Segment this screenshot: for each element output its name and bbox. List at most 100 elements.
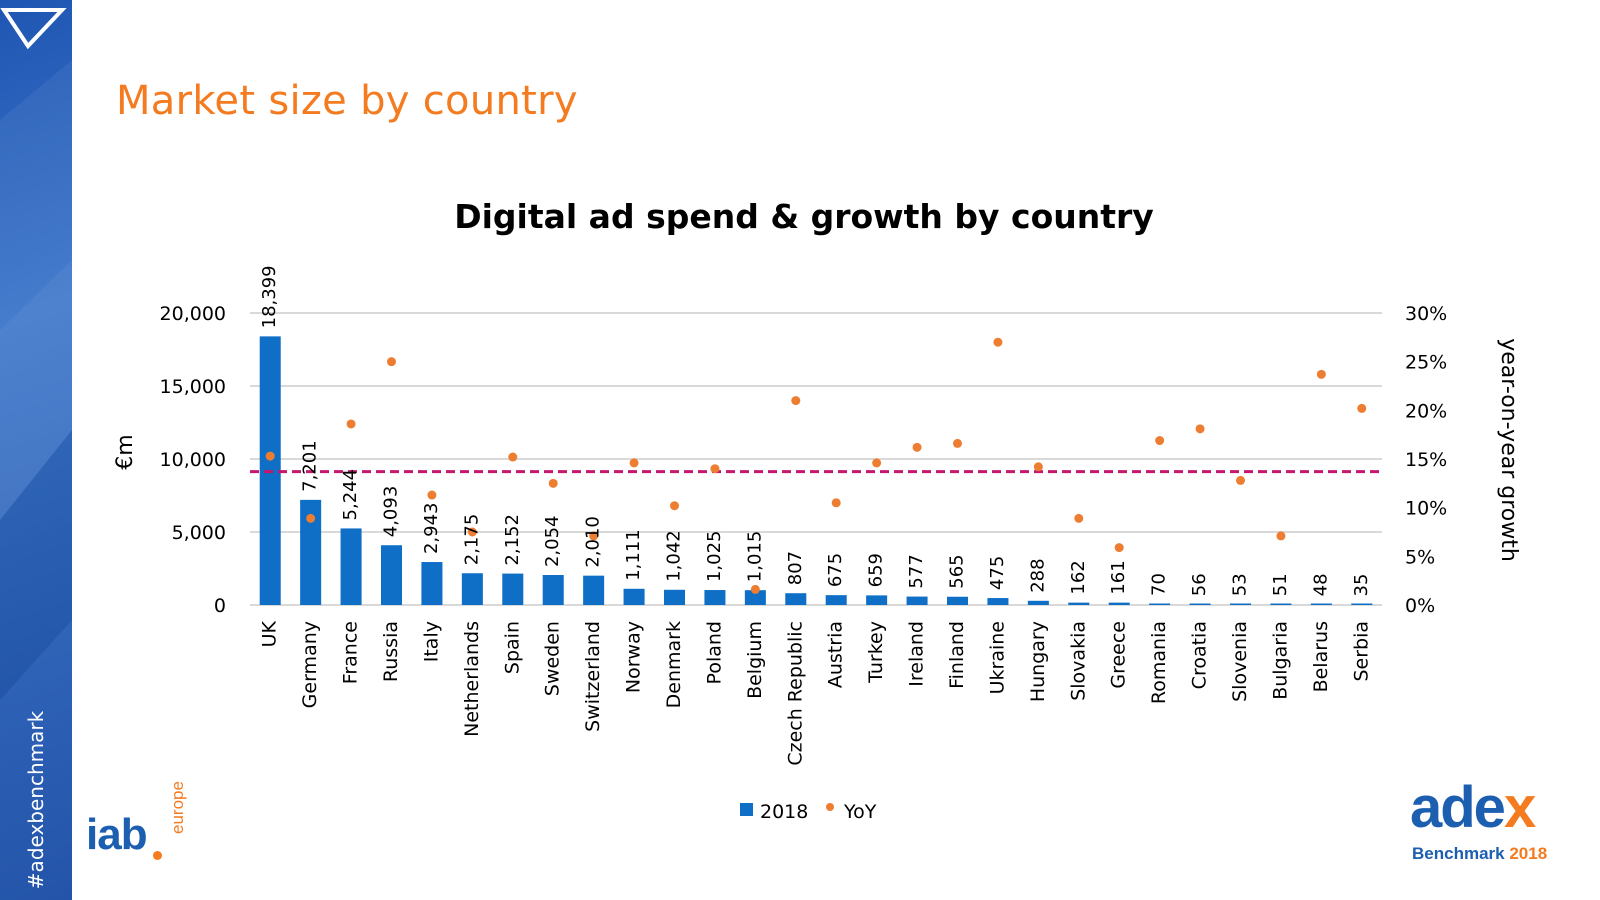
yoy-point bbox=[912, 442, 922, 452]
y2-axis-title: year-on-year growth bbox=[1496, 338, 1521, 562]
bar-value-label: 1,111 bbox=[623, 529, 644, 581]
bar-value-label: 577 bbox=[906, 554, 927, 588]
iab-europe-logo: iab europe bbox=[86, 781, 196, 880]
bar bbox=[987, 598, 1009, 605]
bar bbox=[380, 545, 403, 605]
bar bbox=[502, 573, 524, 605]
triangle-logo-icon bbox=[0, 8, 67, 50]
category-label: Greece bbox=[1108, 621, 1130, 689]
bar bbox=[1229, 603, 1252, 605]
y2-tick-label: 20% bbox=[1405, 400, 1447, 422]
bar-value-label: 7,201 bbox=[300, 440, 321, 492]
adex-logo-word-main: ade bbox=[1410, 775, 1506, 840]
yoy-point bbox=[346, 419, 356, 429]
y-tick-label: 0 bbox=[214, 595, 226, 617]
bar bbox=[300, 499, 322, 605]
bar-value-label: 161 bbox=[1108, 560, 1129, 594]
bar-value-label: 288 bbox=[1027, 558, 1048, 592]
adex-logo-word: adex bbox=[1410, 774, 1536, 841]
bar-value-label: 18,399 bbox=[259, 265, 280, 328]
category-label: Slovenia bbox=[1229, 621, 1251, 702]
adex-logo-word-accent: x bbox=[1503, 775, 1536, 840]
adex-logo-subtitle: Benchmark 2018 bbox=[1412, 844, 1547, 864]
category-label: Denmark bbox=[663, 621, 685, 708]
bar-value-labels: 18,399 7,201 5,244 4,093 2,943 2,175 2,152 2,05… bbox=[259, 265, 1372, 596]
category-label: Switzerland bbox=[582, 621, 604, 732]
bar-value-label: 35 bbox=[1351, 574, 1372, 597]
yoy-point bbox=[1074, 513, 1084, 523]
bar-value-label: 56 bbox=[1189, 573, 1210, 596]
slide-title: Market size by country bbox=[116, 78, 578, 124]
yoy-point bbox=[265, 451, 275, 461]
y2-tick-label: 15% bbox=[1405, 449, 1447, 471]
y2-tick-label: 5% bbox=[1405, 546, 1435, 568]
yoy-point bbox=[467, 527, 477, 537]
bar bbox=[583, 575, 605, 605]
bar-value-label: 675 bbox=[825, 553, 846, 587]
category-label: Netherlands bbox=[461, 621, 483, 737]
category-label: Germany bbox=[299, 621, 321, 708]
yoy-point bbox=[629, 458, 639, 468]
category-label: Poland bbox=[703, 621, 725, 684]
bar bbox=[825, 595, 847, 605]
adex-logo-sub-main: Benchmark bbox=[1412, 844, 1510, 863]
category-label: Russia bbox=[380, 621, 402, 682]
yoy-point bbox=[1155, 436, 1165, 446]
bar bbox=[1189, 603, 1211, 605]
bar bbox=[946, 596, 969, 605]
yoy-point bbox=[1033, 462, 1043, 472]
bar-value-label: 5,244 bbox=[340, 469, 361, 521]
legend-yoy-marker bbox=[826, 803, 834, 811]
yoy-points bbox=[265, 337, 1367, 594]
y2-tick-label: 0% bbox=[1405, 595, 1435, 617]
y-axis-title: €m bbox=[113, 434, 138, 469]
yoy-point bbox=[831, 498, 841, 508]
iab-logo-dot bbox=[153, 851, 162, 860]
adex-logo-sub-year: 2018 bbox=[1509, 844, 1548, 863]
y2-tick-label: 25% bbox=[1405, 352, 1447, 374]
y-tick-label: 5,000 bbox=[172, 522, 226, 544]
bar-value-label: 48 bbox=[1310, 573, 1331, 596]
bar bbox=[461, 573, 483, 605]
bar-value-label: 70 bbox=[1149, 573, 1170, 596]
category-label: Belgium bbox=[744, 621, 766, 699]
yoy-point bbox=[589, 531, 599, 541]
bar-value-label: 1,042 bbox=[664, 530, 685, 582]
bar-value-label: 1,015 bbox=[744, 531, 765, 583]
bar-value-label: 2,152 bbox=[502, 514, 523, 566]
yoy-point bbox=[1114, 543, 1124, 553]
bar bbox=[866, 595, 888, 605]
yoy-point bbox=[750, 584, 760, 594]
category-label: France bbox=[340, 621, 362, 684]
bar bbox=[1310, 603, 1332, 605]
bar bbox=[785, 593, 807, 605]
category-label: Italy bbox=[420, 621, 442, 662]
y-axis-ticks: 0 5,000 10,000 15,000 20,000 bbox=[160, 303, 226, 617]
bar bbox=[542, 575, 564, 605]
legend: 2018 YoY bbox=[740, 801, 877, 823]
y2-tick-label: 30% bbox=[1405, 303, 1447, 325]
legend-yoy-label: YoY bbox=[843, 801, 877, 823]
yoy-point bbox=[993, 337, 1003, 347]
category-label: Hungary bbox=[1027, 621, 1049, 702]
legend-2018-swatch bbox=[740, 803, 753, 816]
category-labels: UK Germany France Russia Italy Netherlands Spa… bbox=[259, 620, 1373, 765]
bar bbox=[340, 528, 362, 605]
gridlines bbox=[250, 312, 1382, 606]
bar-value-label: 807 bbox=[785, 551, 806, 585]
category-label: Belarus bbox=[1310, 621, 1332, 692]
yoy-point bbox=[508, 452, 518, 462]
sidebar-pattern bbox=[0, 8, 72, 900]
yoy-point bbox=[1357, 403, 1367, 413]
chart-title: Digital ad spend & growth by country bbox=[454, 197, 1154, 236]
category-label: Romania bbox=[1148, 621, 1170, 704]
bar bbox=[1068, 602, 1090, 605]
yoy-point bbox=[427, 490, 437, 500]
bar bbox=[906, 596, 928, 605]
bars bbox=[259, 336, 1373, 605]
bar bbox=[1351, 603, 1373, 605]
bar bbox=[1108, 602, 1130, 605]
y-tick-label: 10,000 bbox=[160, 449, 226, 471]
bar bbox=[623, 588, 645, 605]
